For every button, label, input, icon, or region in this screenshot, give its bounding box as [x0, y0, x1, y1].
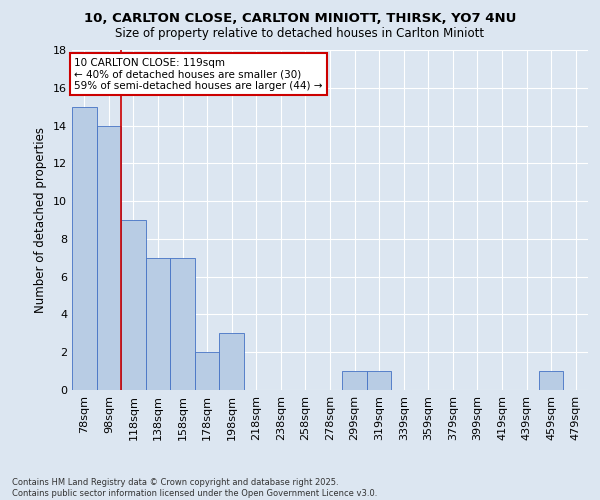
Text: Contains HM Land Registry data © Crown copyright and database right 2025.
Contai: Contains HM Land Registry data © Crown c…: [12, 478, 377, 498]
Bar: [342, 371, 367, 390]
Bar: [121, 220, 146, 390]
Text: Size of property relative to detached houses in Carlton Miniott: Size of property relative to detached ho…: [115, 28, 485, 40]
Bar: [97, 126, 121, 390]
Bar: [539, 371, 563, 390]
Bar: [220, 334, 244, 390]
Text: 10 CARLTON CLOSE: 119sqm
← 40% of detached houses are smaller (30)
59% of semi-d: 10 CARLTON CLOSE: 119sqm ← 40% of detach…: [74, 58, 323, 91]
Bar: [146, 258, 170, 390]
Bar: [170, 258, 195, 390]
Bar: [367, 371, 391, 390]
Bar: [195, 352, 220, 390]
Text: 10, CARLTON CLOSE, CARLTON MINIOTT, THIRSK, YO7 4NU: 10, CARLTON CLOSE, CARLTON MINIOTT, THIR…: [84, 12, 516, 26]
Bar: [72, 106, 97, 390]
Y-axis label: Number of detached properties: Number of detached properties: [34, 127, 47, 313]
